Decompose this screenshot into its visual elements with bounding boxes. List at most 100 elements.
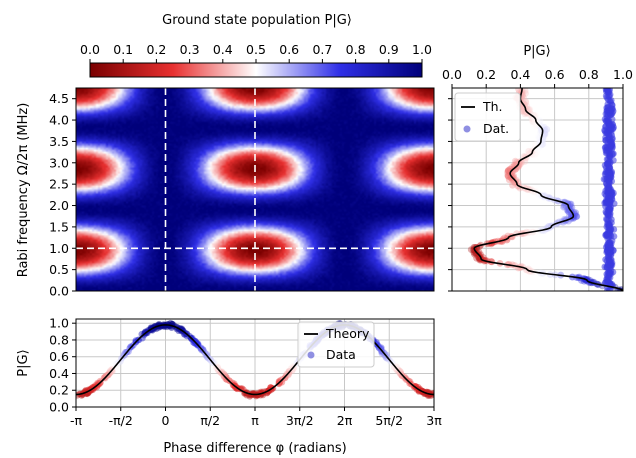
side-data-point — [584, 276, 592, 283]
side-data-point — [506, 167, 514, 175]
colorbar-tick-label: 0.5 — [246, 42, 266, 57]
colorbar-tick-label: 0.8 — [346, 42, 366, 57]
side-data-point-unity — [605, 123, 612, 131]
bottom-data-point — [221, 371, 228, 379]
side-data-point — [529, 111, 537, 119]
side-data-point-unity — [602, 147, 610, 154]
heatmap-y-tick-label: 0.0 — [49, 284, 69, 299]
bottom-x-ticks: -π -π/2 0 π/2 π 3π/2 2π 5π/2 3π — [70, 407, 442, 428]
side-x-ticks: 0.0 0.2 0.4 0.6 0.8 1.0 — [442, 67, 633, 88]
side-data-point-unity — [603, 275, 611, 283]
colorbar-gradient — [89, 62, 423, 78]
heatmap-frame — [75, 87, 435, 292]
bottom-data-point — [214, 363, 221, 371]
side-data-point — [532, 120, 540, 128]
side-data-point — [521, 158, 529, 165]
bottom-x-label: Phase difference φ (radians) — [163, 441, 346, 456]
side-data-point-unity — [602, 231, 610, 239]
heatmap-y-tick-label: 3.5 — [49, 134, 69, 149]
bottom-data-point — [178, 325, 186, 333]
side-data-point-unity — [605, 209, 613, 216]
colorbar-title: Ground state population P|G⟩ — [162, 13, 352, 28]
heatmap-y-tick-label: 4.5 — [49, 91, 69, 106]
heatmap-panel: 0.0 0.5 1.0 1.5 2.0 2.5 3.0 3.5 4.0 4.5 Rabi freq… — [16, 87, 435, 299]
side-data-point-unity — [606, 221, 614, 228]
heatmap-y-tick-label: 3.0 — [49, 155, 69, 170]
side-data-point — [573, 213, 581, 220]
side-data-point — [522, 99, 530, 106]
side-data-point — [520, 94, 527, 102]
side-data-point — [535, 133, 542, 141]
side-data-point-unity — [605, 164, 613, 171]
bottom-x-tick-label: 0 — [162, 413, 170, 428]
side-data-point — [470, 244, 478, 251]
bottom-data-point — [93, 383, 101, 391]
heatmap-y-tick-label: 2.5 — [49, 177, 69, 192]
bottom-data-point — [390, 364, 398, 371]
bottom-data — [76, 319, 434, 400]
side-data-point — [531, 151, 539, 158]
side-data-point-unity — [605, 88, 612, 96]
side-data-point — [569, 215, 577, 222]
colorbar-tick-label: 0.4 — [213, 42, 233, 57]
side-data-point — [519, 107, 526, 115]
side-data-point — [511, 165, 519, 173]
heatmap-y-tick-label: 2.0 — [49, 198, 69, 213]
side-x-tick-label: 0.2 — [476, 67, 496, 82]
bottom-x-tick-label: π/2 — [200, 413, 220, 428]
side-data-point — [521, 88, 529, 94]
side-data-point — [508, 175, 516, 183]
side-y-ticks — [448, 98, 452, 292]
bottom-legend-data: Data — [326, 347, 356, 362]
bottom-data-point — [142, 328, 149, 336]
bottom-panel: -π -π/2 0 π/2 π 3π/2 2π 5π/2 3π 0.0 0.2 0.4 0.6 0.81… — [16, 316, 442, 456]
side-panel: P|G⟩ 0.0 0.2 0.4 0.6 0.8 1.0 Th. Dat. — [442, 44, 633, 292]
bottom-x-tick-label: 5π/2 — [375, 413, 403, 428]
side-data-point — [521, 100, 529, 108]
side-data-point-unity — [603, 287, 611, 291]
side-data-point — [570, 214, 578, 221]
side-legend-data-swatch — [463, 125, 471, 133]
side-data-point — [507, 173, 514, 181]
bottom-data-point — [132, 337, 140, 344]
bottom-data-point — [383, 354, 390, 362]
colorbar: Ground state population P|G⟩ 0.0 0.1 0.2 0.… — [80, 13, 432, 78]
side-data-point-unity — [606, 172, 614, 180]
bottom-legend-data-swatch — [307, 351, 315, 359]
side-data-point — [505, 176, 513, 184]
side-data-point — [541, 126, 549, 134]
side-data-point — [509, 176, 516, 184]
side-data-point — [560, 203, 568, 210]
colorbar-tick-label: 0.3 — [180, 42, 200, 57]
side-data-point-unity — [608, 151, 616, 158]
colorbar-tick-label: 0.2 — [146, 42, 166, 57]
bottom-y-tick-label: 0.8 — [49, 332, 69, 347]
side-data-point — [467, 246, 475, 253]
side-data-point — [512, 176, 520, 184]
bottom-y-tick-label: 0.0 — [49, 400, 69, 415]
bottom-data-point — [122, 348, 129, 356]
bottom-y-ticks: 0.0 0.2 0.4 0.6 0.81.0 — [49, 316, 76, 415]
side-data-point — [541, 130, 549, 138]
bottom-x-tick-label: -π — [70, 413, 83, 428]
side-legend: Th. Dat. — [454, 92, 521, 142]
bottom-data-point — [220, 370, 228, 378]
side-data-point — [522, 98, 530, 105]
side-x-tick-label: 0.4 — [510, 67, 530, 82]
bottom-data-point — [222, 375, 230, 383]
bottom-data-point — [382, 353, 390, 361]
side-data-point — [572, 213, 580, 220]
bottom-x-tick-label: 3π/2 — [286, 413, 314, 428]
side-data-point — [511, 165, 519, 173]
side-data-point — [560, 203, 567, 211]
side-data-point-unity — [602, 134, 610, 142]
side-legend-data: Dat. — [483, 121, 509, 136]
heatmap-y-tick-label: 1.0 — [49, 241, 69, 256]
side-legend-box — [454, 92, 521, 142]
bottom-data-point — [190, 339, 197, 346]
side-x-tick-label: 0.0 — [442, 67, 462, 82]
bottom-data-point — [96, 377, 104, 385]
side-data-point — [504, 232, 512, 240]
side-data-point — [543, 126, 551, 133]
bottom-data-point — [181, 331, 189, 338]
